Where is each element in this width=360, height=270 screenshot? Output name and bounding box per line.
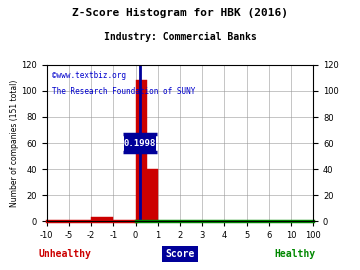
Y-axis label: Number of companies (151 total): Number of companies (151 total) — [10, 79, 19, 207]
Bar — [147, 169, 158, 221]
Text: Score: Score — [165, 249, 195, 259]
FancyBboxPatch shape — [125, 134, 156, 152]
Text: The Research Foundation of SUNY: The Research Foundation of SUNY — [52, 87, 195, 96]
Text: Healthy: Healthy — [275, 249, 316, 259]
Text: Industry: Commercial Banks: Industry: Commercial Banks — [104, 32, 256, 42]
Bar — [91, 218, 113, 221]
Text: Unhealthy: Unhealthy — [39, 249, 91, 259]
Text: ©www.textbiz.org: ©www.textbiz.org — [52, 71, 126, 80]
Text: 0.1998: 0.1998 — [124, 139, 156, 148]
Text: Z-Score Histogram for HBK (2016): Z-Score Histogram for HBK (2016) — [72, 8, 288, 18]
Bar — [136, 80, 147, 221]
